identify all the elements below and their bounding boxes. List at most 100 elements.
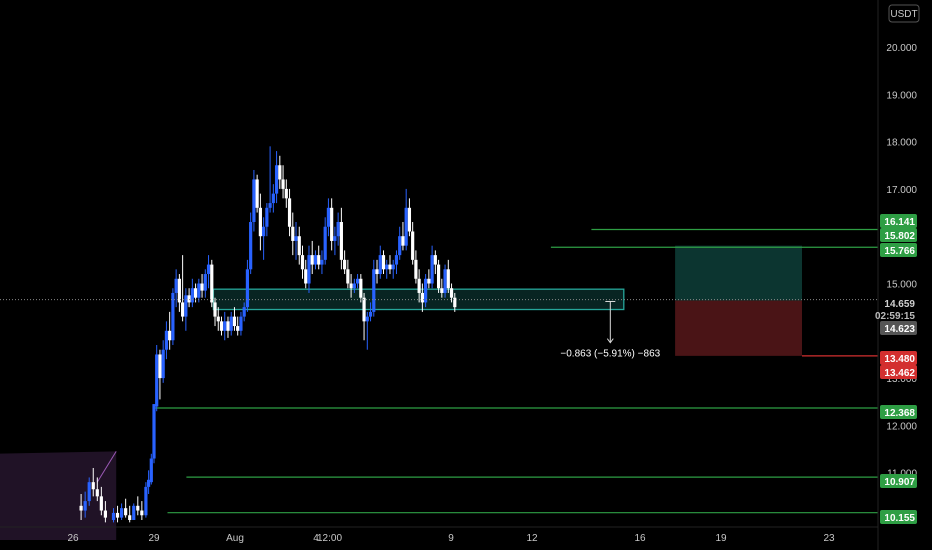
candle [226, 316, 230, 338]
candle [174, 269, 178, 308]
candle-body [187, 295, 191, 303]
candle-body [265, 207, 269, 227]
candle-body [83, 501, 87, 511]
stop-loss-area[interactable] [675, 300, 802, 356]
candle-body [128, 515, 132, 520]
candle-body [87, 482, 91, 502]
price-tag-bg [880, 296, 917, 322]
candle-body [239, 316, 243, 331]
candle-body [155, 354, 159, 407]
price-range-measure[interactable]: −0.863 (−5.91%) −863 [560, 300, 661, 360]
measure-label: −0.863 (−5.91%) −863 [560, 349, 660, 360]
candle [388, 255, 392, 275]
purple-region-fill [0, 451, 117, 540]
candle-body [158, 354, 162, 379]
candle [271, 184, 275, 213]
candle-body [223, 321, 227, 331]
candle [132, 503, 136, 520]
price-tick-label: 18.000 [886, 138, 917, 149]
candle-body [417, 278, 421, 293]
candle-body [193, 288, 198, 298]
candle [232, 307, 237, 331]
candle-body [346, 269, 350, 284]
candle-body [443, 269, 447, 293]
candle-body [111, 512, 116, 520]
candle-body [449, 288, 454, 298]
take-profit-area[interactable] [675, 245, 802, 301]
price-tag-bg [880, 321, 917, 335]
price-tick-label: 12.000 [886, 421, 917, 432]
time-axis[interactable]: 26 29 Aug 412:00 9 12 16 19 23 [0, 526, 878, 544]
candle [245, 259, 250, 312]
time-tick-label: 12:00 [317, 533, 342, 544]
time-tick-label: 4 [313, 533, 319, 544]
candle [304, 259, 308, 289]
candle [171, 288, 175, 345]
candle-body [249, 222, 253, 270]
candle [414, 250, 418, 284]
candle-body [333, 236, 337, 241]
candle [164, 321, 169, 360]
candle-body [184, 295, 188, 317]
candle [411, 222, 415, 265]
candle [385, 259, 389, 279]
candle-body [320, 259, 324, 265]
horizontal-levels[interactable] [154, 228, 878, 514]
price-axis[interactable]: 20.00019.00018.00017.00015.00014.00013.0… [877, 0, 917, 550]
price-tick-label: 17.000 [886, 185, 917, 196]
candle [407, 198, 412, 237]
candle [91, 467, 95, 497]
candle-body [262, 226, 266, 237]
candle [83, 491, 87, 518]
candle-body [120, 508, 124, 518]
candle-body [433, 255, 437, 265]
candle-body [274, 165, 279, 194]
candle [99, 486, 103, 516]
currency-label: USDT [890, 9, 917, 20]
candle-body [177, 278, 181, 303]
candle [239, 311, 243, 336]
long-position-tool[interactable] [675, 245, 802, 356]
candle [190, 278, 194, 308]
candle [433, 250, 437, 275]
candle [355, 274, 360, 289]
candle-body [147, 479, 151, 487]
candle [284, 179, 288, 208]
currency-badge[interactable]: USDT [888, 4, 920, 23]
candle [297, 226, 301, 265]
price-tag: 16.141 [880, 214, 917, 228]
candle [128, 505, 132, 523]
price-tag-label: 13.480 [884, 354, 915, 365]
candle [391, 259, 395, 279]
candle-body [375, 269, 379, 275]
price-tag-bg [880, 365, 917, 379]
candle-body [171, 292, 175, 341]
candle-body [152, 404, 156, 459]
price-tag-label: 13.462 [884, 368, 915, 379]
candle [375, 259, 379, 284]
candle [120, 503, 124, 520]
candle [115, 505, 120, 523]
candle [95, 477, 99, 502]
candle-body [281, 179, 285, 189]
candle-body [343, 259, 347, 270]
time-tick-label: 12 [526, 533, 538, 544]
candle-body [440, 288, 444, 293]
candle [417, 269, 421, 303]
candle-body [336, 222, 340, 237]
candle [147, 470, 151, 494]
candle-body [136, 505, 140, 511]
candle-body [287, 198, 292, 227]
candle-body [407, 207, 412, 232]
candle [287, 188, 292, 237]
price-tag-label: 14.659 [884, 299, 915, 310]
price-tag-label: 16.141 [884, 217, 915, 228]
candle [339, 207, 343, 270]
candle [229, 311, 233, 336]
candle [362, 292, 366, 341]
candle-body [232, 316, 237, 327]
candle [453, 292, 457, 312]
price-tag-label: 15.766 [884, 246, 915, 257]
